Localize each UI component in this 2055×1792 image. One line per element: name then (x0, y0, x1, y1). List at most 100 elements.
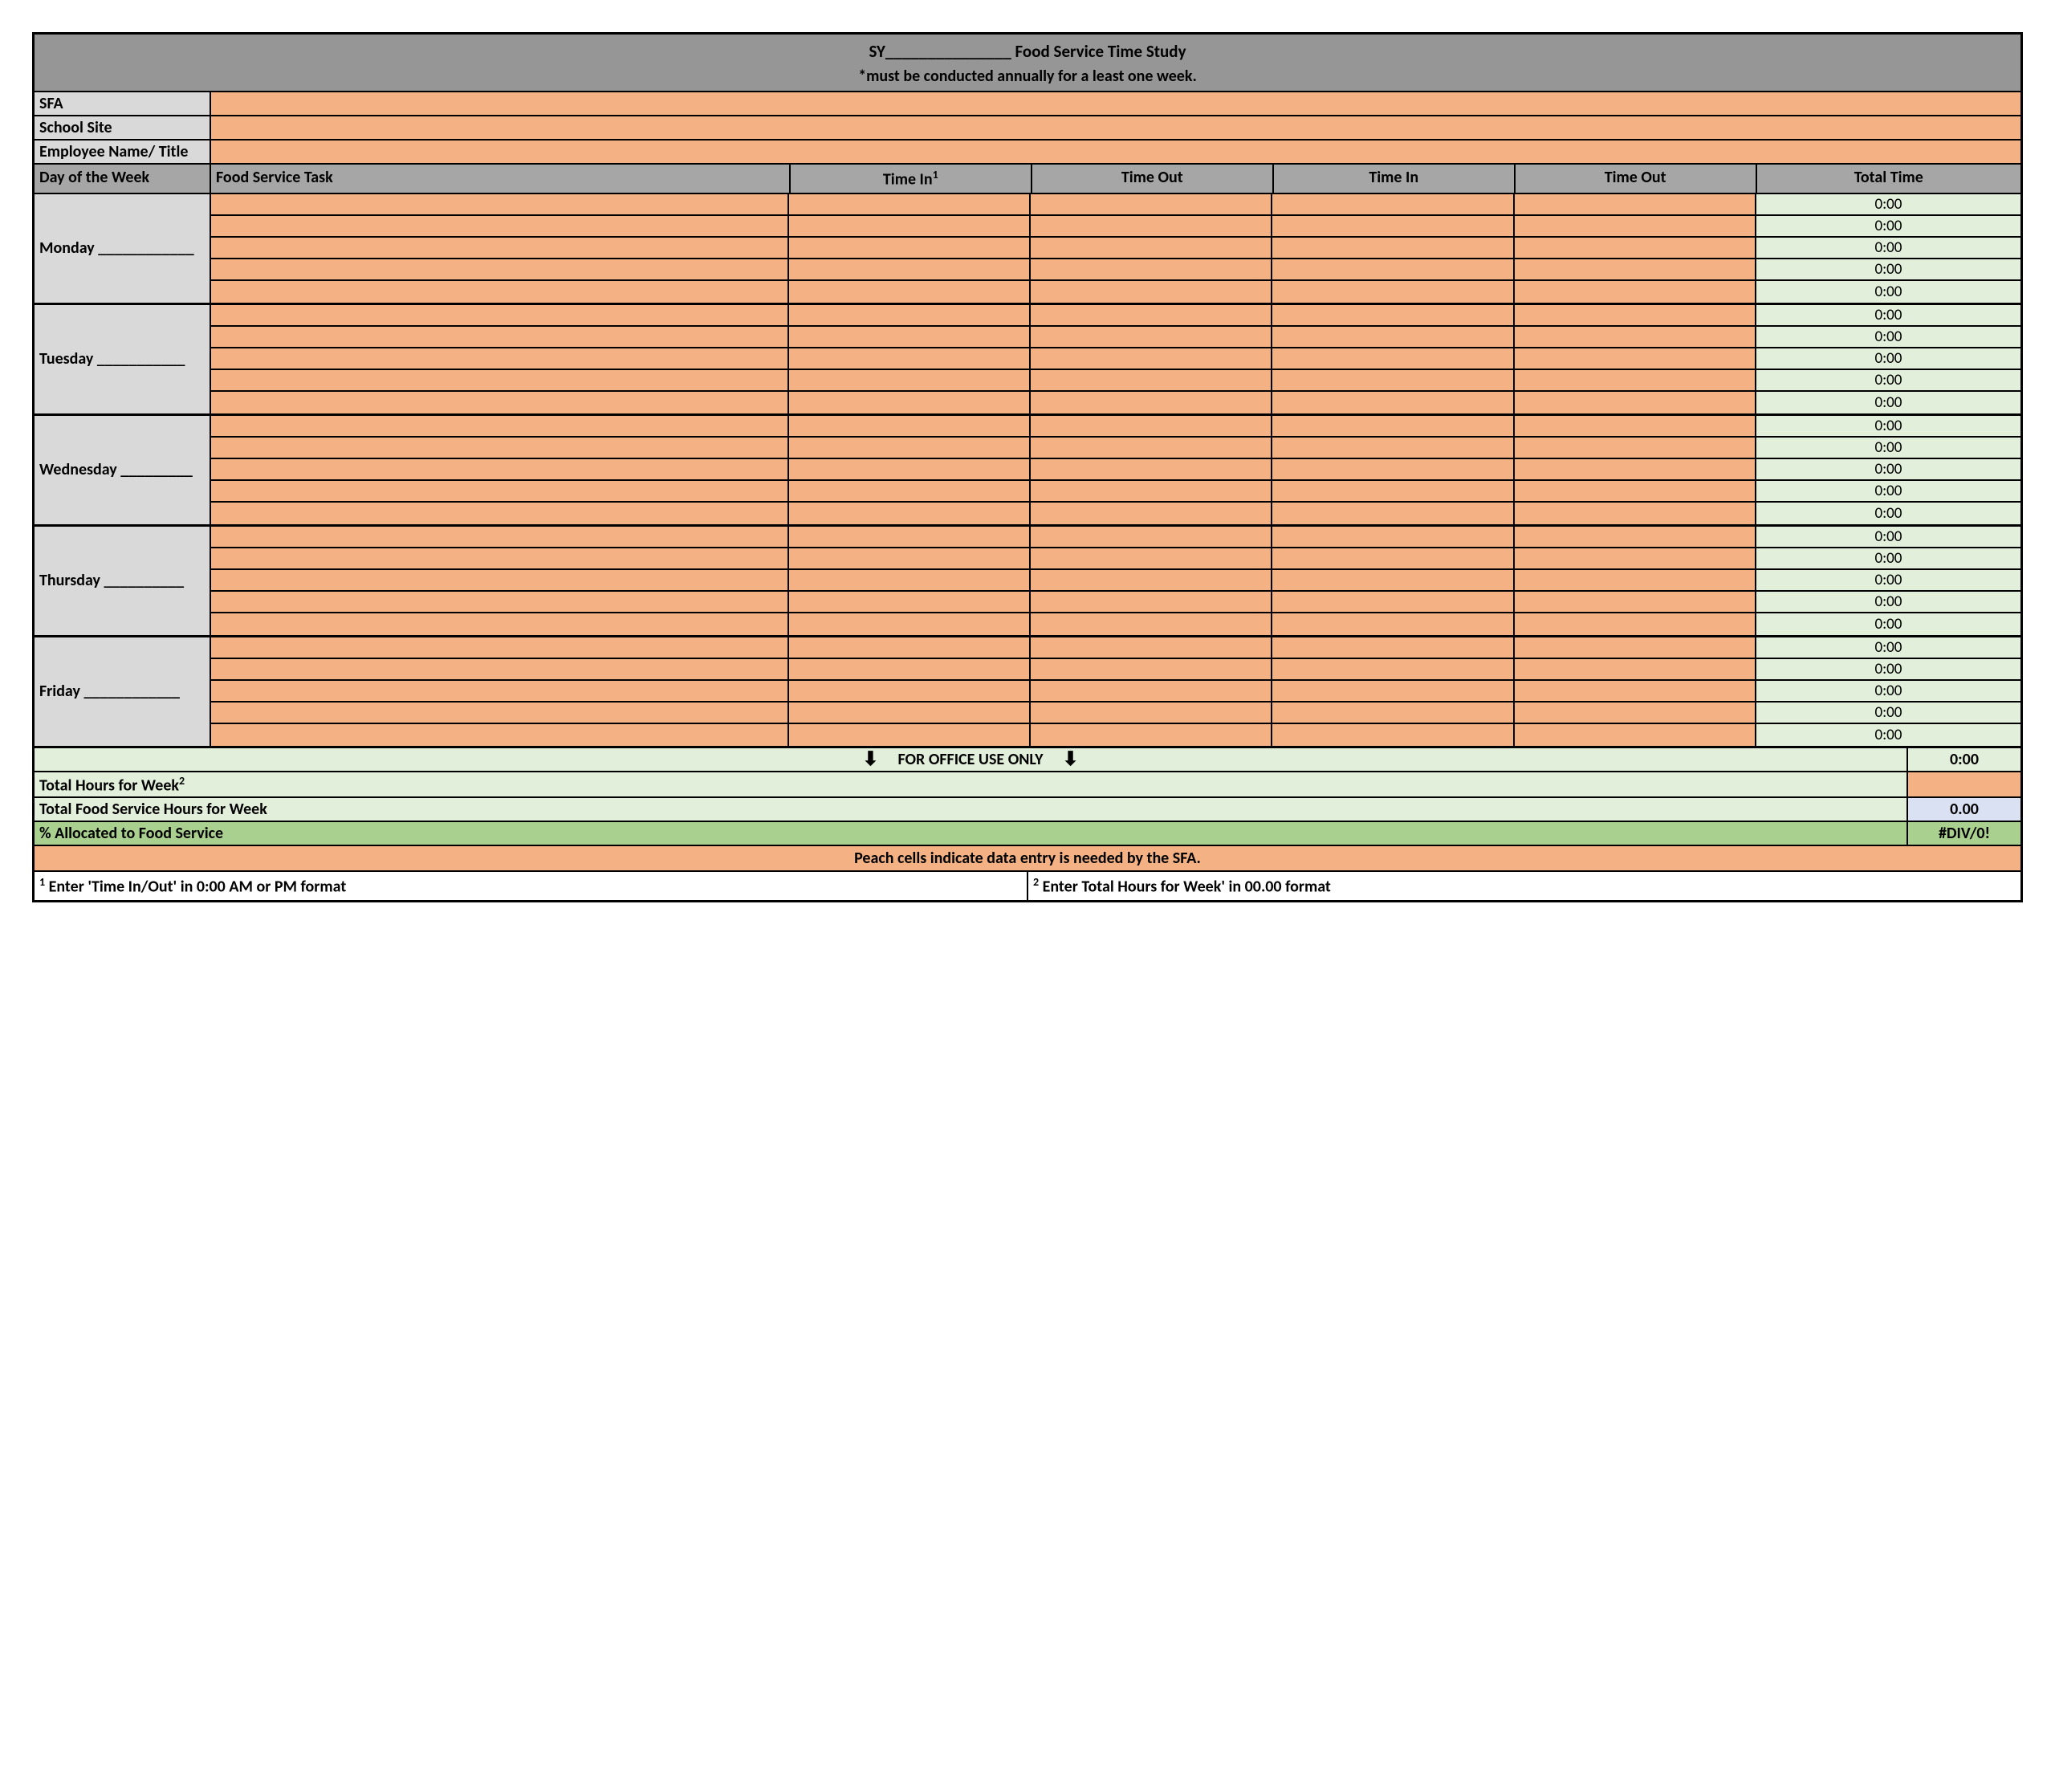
time-cell[interactable] (1272, 481, 1514, 501)
time-cell[interactable] (789, 681, 1031, 701)
task-cell[interactable] (211, 613, 789, 635)
time-cell[interactable] (1031, 613, 1272, 635)
time-cell[interactable] (1272, 703, 1514, 723)
task-cell[interactable] (211, 348, 789, 369)
time-cell[interactable] (789, 570, 1031, 590)
time-cell[interactable] (1515, 681, 1756, 701)
time-cell[interactable] (789, 613, 1031, 635)
time-cell[interactable] (1272, 681, 1514, 701)
time-cell[interactable] (1272, 459, 1514, 479)
time-cell[interactable] (1031, 681, 1272, 701)
time-cell[interactable] (1031, 348, 1272, 369)
time-cell[interactable] (1515, 570, 1756, 590)
time-cell[interactable] (1515, 459, 1756, 479)
time-cell[interactable] (789, 416, 1031, 436)
time-cell[interactable] (1515, 305, 1756, 325)
time-cell[interactable] (789, 438, 1031, 458)
time-cell[interactable] (1272, 548, 1514, 568)
time-cell[interactable] (1272, 438, 1514, 458)
time-cell[interactable] (1515, 481, 1756, 501)
time-cell[interactable] (1515, 194, 1756, 214)
time-cell[interactable] (789, 392, 1031, 413)
time-cell[interactable] (789, 327, 1031, 347)
time-cell[interactable] (789, 216, 1031, 236)
time-cell[interactable] (1272, 281, 1514, 303)
task-cell[interactable] (211, 548, 789, 568)
time-cell[interactable] (1272, 570, 1514, 590)
time-cell[interactable] (1272, 637, 1514, 658)
time-cell[interactable] (1515, 724, 1756, 746)
task-cell[interactable] (211, 392, 789, 413)
task-cell[interactable] (211, 592, 789, 612)
time-cell[interactable] (1031, 592, 1272, 612)
time-cell[interactable] (789, 194, 1031, 214)
task-cell[interactable] (211, 416, 789, 436)
time-cell[interactable] (789, 592, 1031, 612)
time-cell[interactable] (1515, 216, 1756, 236)
time-cell[interactable] (1515, 703, 1756, 723)
time-cell[interactable] (789, 459, 1031, 479)
task-cell[interactable] (211, 370, 789, 390)
time-cell[interactable] (1515, 327, 1756, 347)
time-cell[interactable] (789, 481, 1031, 501)
time-cell[interactable] (789, 703, 1031, 723)
time-cell[interactable] (1515, 637, 1756, 658)
task-cell[interactable] (211, 238, 789, 258)
time-cell[interactable] (1272, 348, 1514, 369)
time-cell[interactable] (1272, 259, 1514, 279)
time-cell[interactable] (1031, 481, 1272, 501)
time-cell[interactable] (789, 305, 1031, 325)
time-cell[interactable] (1031, 548, 1272, 568)
task-cell[interactable] (211, 438, 789, 458)
time-cell[interactable] (1031, 194, 1272, 214)
task-cell[interactable] (211, 305, 789, 325)
task-cell[interactable] (211, 281, 789, 303)
task-cell[interactable] (211, 724, 789, 746)
time-cell[interactable] (1515, 592, 1756, 612)
time-cell[interactable] (1031, 238, 1272, 258)
total-hours-value[interactable] (1908, 772, 2020, 797)
time-cell[interactable] (789, 637, 1031, 658)
task-cell[interactable] (211, 459, 789, 479)
time-cell[interactable] (1031, 724, 1272, 746)
time-cell[interactable] (1515, 392, 1756, 413)
task-cell[interactable] (211, 259, 789, 279)
task-cell[interactable] (211, 481, 789, 501)
time-cell[interactable] (1031, 438, 1272, 458)
time-cell[interactable] (1515, 416, 1756, 436)
input-employee[interactable] (211, 141, 2020, 163)
time-cell[interactable] (1031, 370, 1272, 390)
time-cell[interactable] (1515, 238, 1756, 258)
time-cell[interactable] (1272, 370, 1514, 390)
task-cell[interactable] (211, 194, 789, 214)
task-cell[interactable] (211, 527, 789, 547)
task-cell[interactable] (211, 637, 789, 658)
time-cell[interactable] (1272, 327, 1514, 347)
time-cell[interactable] (1272, 416, 1514, 436)
time-cell[interactable] (1031, 305, 1272, 325)
time-cell[interactable] (1272, 216, 1514, 236)
time-cell[interactable] (1031, 459, 1272, 479)
time-cell[interactable] (1031, 703, 1272, 723)
time-cell[interactable] (1515, 527, 1756, 547)
time-cell[interactable] (1031, 392, 1272, 413)
time-cell[interactable] (1031, 637, 1272, 658)
time-cell[interactable] (1272, 194, 1514, 214)
time-cell[interactable] (1272, 392, 1514, 413)
task-cell[interactable] (211, 659, 789, 679)
time-cell[interactable] (1031, 327, 1272, 347)
time-cell[interactable] (789, 724, 1031, 746)
time-cell[interactable] (1031, 659, 1272, 679)
time-cell[interactable] (1515, 348, 1756, 369)
task-cell[interactable] (211, 216, 789, 236)
time-cell[interactable] (1515, 659, 1756, 679)
time-cell[interactable] (789, 238, 1031, 258)
time-cell[interactable] (1272, 724, 1514, 746)
time-cell[interactable] (789, 548, 1031, 568)
time-cell[interactable] (1272, 305, 1514, 325)
time-cell[interactable] (1272, 503, 1514, 524)
task-cell[interactable] (211, 570, 789, 590)
time-cell[interactable] (789, 348, 1031, 369)
time-cell[interactable] (1272, 659, 1514, 679)
task-cell[interactable] (211, 703, 789, 723)
